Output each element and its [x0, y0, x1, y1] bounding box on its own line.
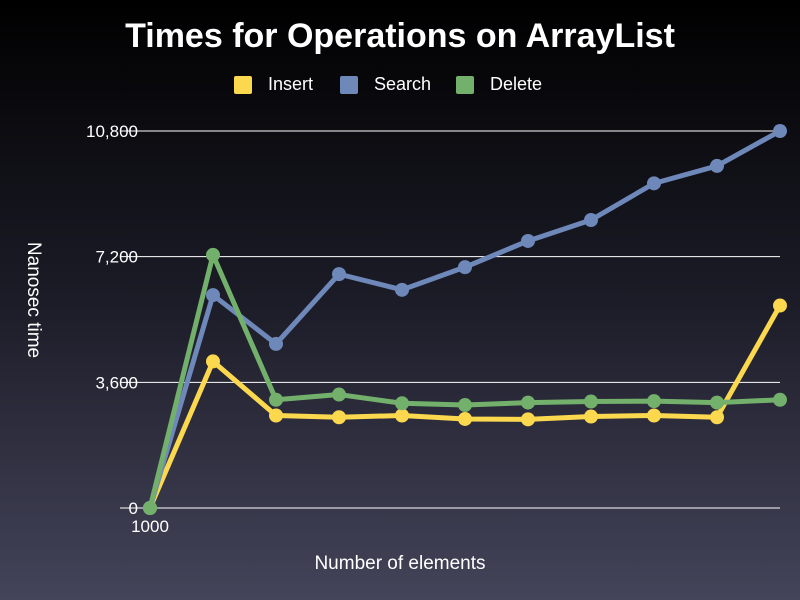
gridlines: [120, 130, 780, 509]
y-axis-ticks: 0 3,600 7,200 10,800: [86, 122, 138, 518]
chart-title: Times for Operations on ArrayList: [125, 17, 675, 55]
y-axis-label: Nanosec time: [23, 242, 44, 358]
series-delete: [143, 247, 787, 515]
legend-label: Delete: [490, 74, 542, 94]
data-point: [143, 501, 157, 515]
data-point: [395, 408, 409, 423]
data-point: [521, 412, 535, 427]
data-point: [647, 176, 661, 191]
legend-label: Insert: [268, 74, 313, 94]
legend-item: Delete: [456, 74, 542, 94]
data-point: [773, 392, 787, 407]
legend-swatch: [234, 76, 252, 94]
legend-item: Insert: [234, 74, 313, 94]
data-point: [584, 213, 598, 228]
data-point: [584, 409, 598, 424]
data-point: [647, 394, 661, 409]
data-point: [773, 298, 787, 313]
legend-item: Search: [340, 74, 431, 94]
data-point: [521, 395, 535, 410]
data-point: [332, 387, 346, 402]
data-point: [206, 288, 220, 303]
data-point: [458, 411, 472, 426]
legend-swatch: [340, 76, 358, 94]
series-group: [143, 124, 787, 515]
series-line: [147, 252, 783, 511]
data-point: [206, 354, 220, 369]
data-point: [584, 394, 598, 409]
data-point: [458, 260, 472, 275]
data-point: [773, 124, 787, 138]
data-point: [206, 247, 220, 262]
data-point: [710, 410, 724, 425]
y-tick-label: 7,200: [95, 248, 138, 267]
data-point: [269, 336, 283, 351]
data-point: [710, 395, 724, 410]
data-point: [710, 158, 724, 173]
data-point: [269, 408, 283, 423]
x-tick-label: 1000: [131, 517, 169, 536]
data-point: [269, 392, 283, 407]
y-tick-label: 10,800: [86, 122, 138, 141]
data-point: [458, 398, 472, 413]
series-line: [147, 128, 783, 511]
x-axis-ticks: 1000: [131, 517, 169, 536]
x-axis-label: Number of elements: [314, 553, 485, 574]
data-point: [395, 396, 409, 411]
legend: Insert Search Delete: [234, 74, 542, 94]
data-point: [332, 410, 346, 425]
data-point: [332, 267, 346, 282]
legend-swatch: [456, 76, 474, 94]
y-tick-label: 3,600: [95, 373, 138, 392]
data-point: [521, 233, 535, 248]
data-point: [647, 408, 661, 423]
y-tick-label: 0: [129, 499, 138, 518]
legend-label: Search: [374, 74, 431, 94]
data-point: [395, 282, 409, 297]
